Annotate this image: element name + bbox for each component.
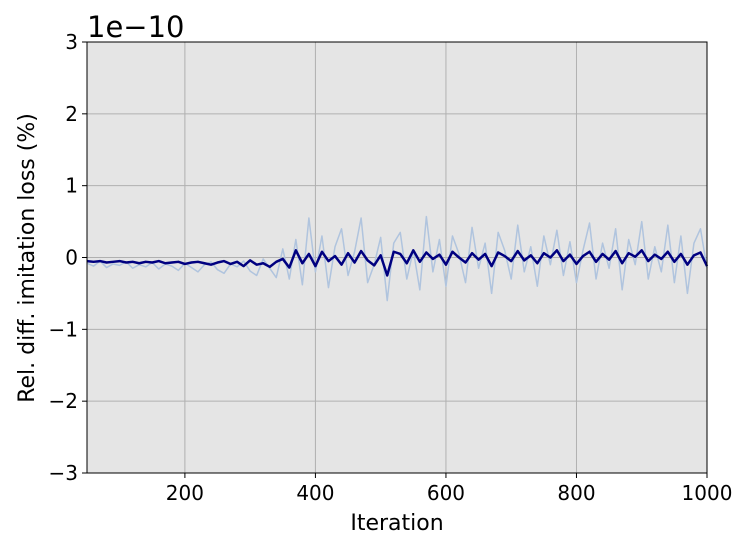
x-tick-label: 400 xyxy=(296,481,334,505)
plot-frame xyxy=(86,41,708,474)
y-tick-label: −3 xyxy=(49,461,78,485)
x-tick-label: 200 xyxy=(166,481,204,505)
y-axis-label: Rel. diff. imitation loss (%) xyxy=(15,113,40,403)
x-tick-label: 800 xyxy=(557,481,595,505)
data-line xyxy=(86,215,708,302)
y-tick-label: −1 xyxy=(49,317,78,341)
y-offset-label: 1e−10 xyxy=(87,10,185,44)
x-tick-label: 1000 xyxy=(682,481,733,505)
x-tick-label: 600 xyxy=(427,481,465,505)
y-tick-label: 1 xyxy=(65,174,78,198)
x-axis-label: Iteration xyxy=(350,511,443,536)
data-line xyxy=(86,249,709,277)
y-tick-label: 3 xyxy=(65,30,78,54)
y-tick-label: 2 xyxy=(65,102,78,126)
y-tick-label: 0 xyxy=(65,246,78,270)
y-tick-label: −2 xyxy=(49,389,78,413)
